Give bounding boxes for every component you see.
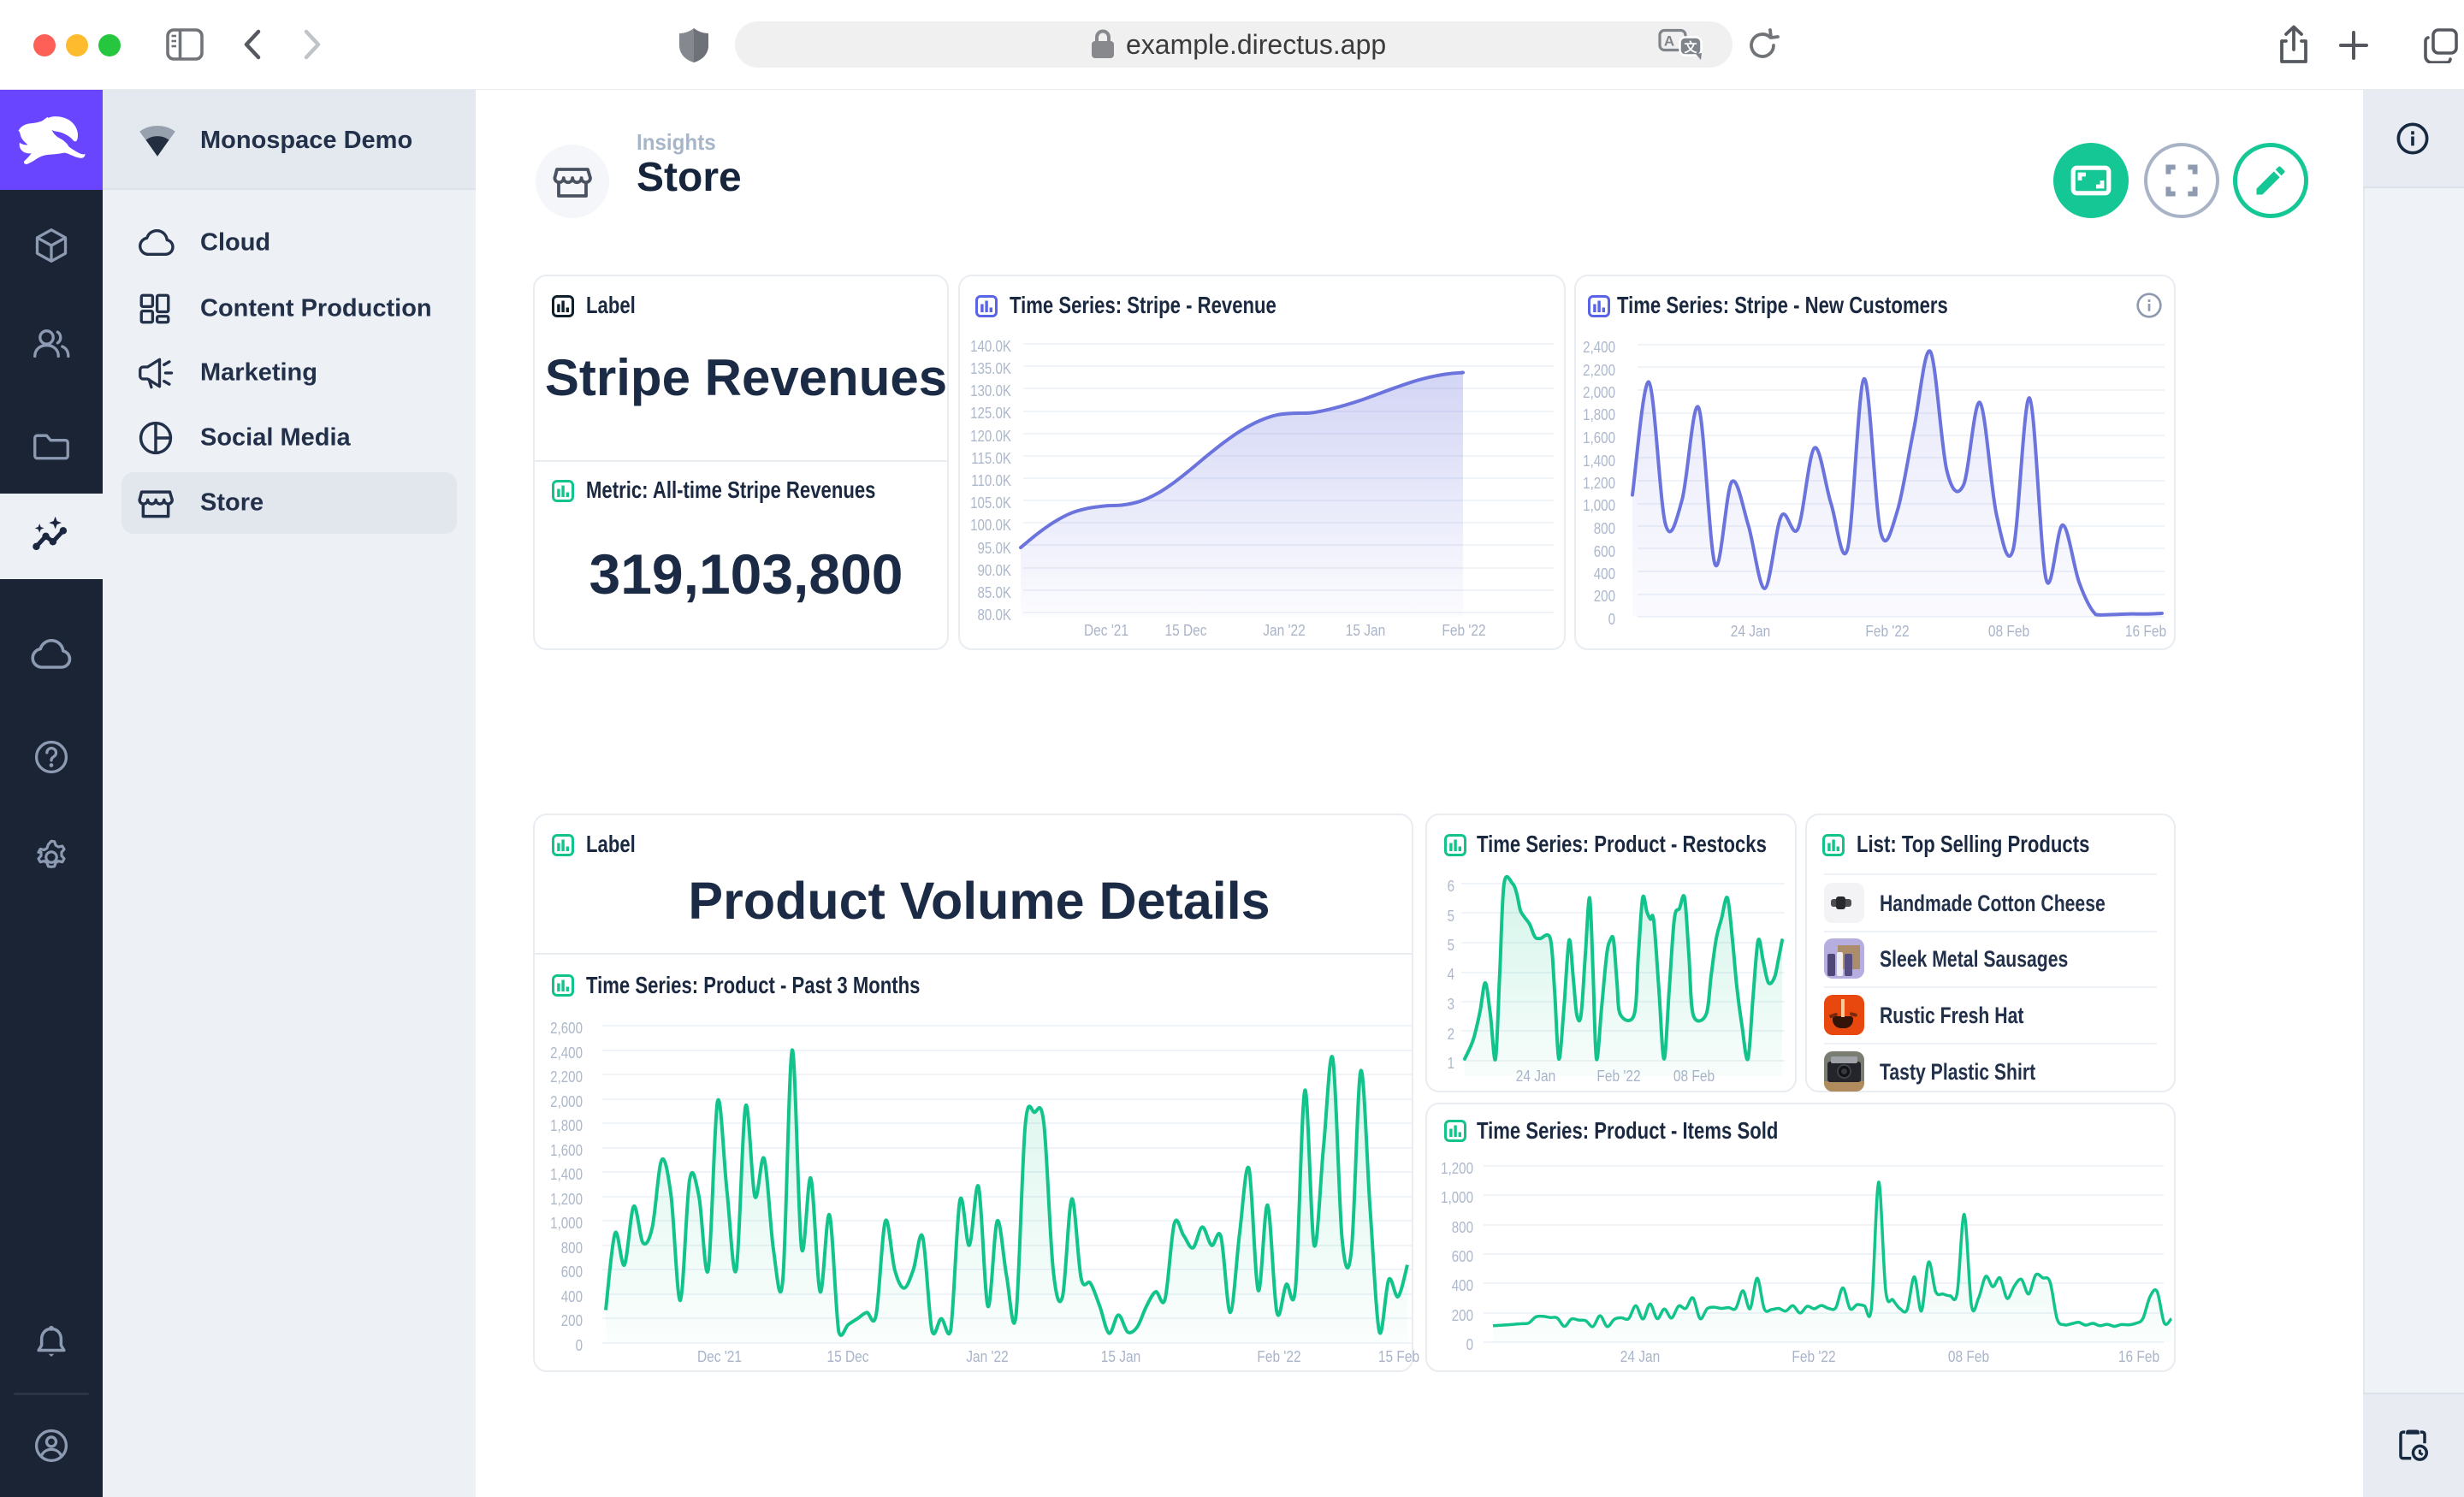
svg-text:A: A xyxy=(1664,33,1674,50)
svg-text:文: 文 xyxy=(1684,40,1697,56)
